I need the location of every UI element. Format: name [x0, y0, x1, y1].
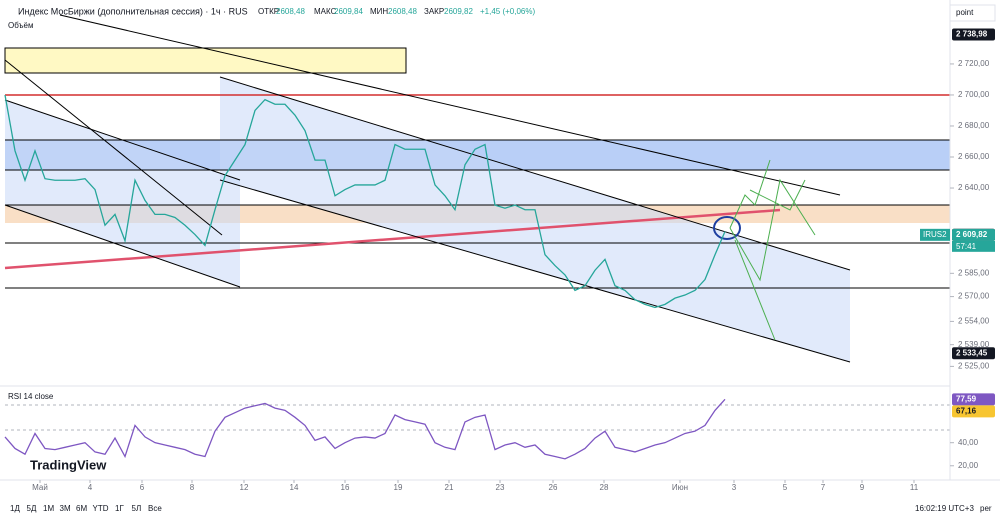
price-tag-label: 2 738,98: [956, 30, 988, 39]
unit-button[interactable]: [949, 4, 996, 22]
range-button[interactable]: 3М: [60, 504, 71, 513]
x-tick-label: 8: [190, 483, 195, 492]
unit[interactable]: point: [956, 8, 974, 17]
y-tick-label: 2 640,00: [958, 183, 990, 192]
clock: 16:02:19 UTC+3: [915, 504, 974, 513]
x-tick-label: 4: [88, 483, 93, 492]
range-button[interactable]: 1Г: [115, 504, 124, 513]
price-tag: [952, 405, 995, 418]
close: 2609,82: [444, 7, 473, 16]
y-tick-label: 2 660,00: [958, 152, 990, 161]
y-tick-label: 2 554,00: [958, 317, 990, 326]
x-tick-label: 9: [860, 483, 865, 492]
open: 2608,48: [276, 7, 305, 16]
x-tick-label: 19: [394, 483, 403, 492]
y-tick-label: 2 539,00: [958, 340, 990, 349]
x-tick-label: 23: [496, 483, 505, 492]
range-button[interactable]: Все: [148, 504, 162, 513]
low: 2608,48: [388, 7, 417, 16]
x-tick-label: Май: [32, 483, 48, 492]
y-tick-label: 2 680,00: [958, 121, 990, 130]
ticker-tag: [920, 228, 950, 241]
x-tick-label: 7: [821, 483, 826, 492]
y-tick-label: 40,00: [958, 438, 979, 447]
x-tick-label: 26: [549, 483, 558, 492]
y-tick-label: 20,00: [958, 461, 979, 470]
brand: TradingView: [30, 457, 107, 472]
high: 2609,84: [334, 7, 363, 16]
price-tag: [952, 347, 995, 360]
x-tick-label: 3: [732, 483, 737, 492]
x-tick-label: 11: [910, 483, 919, 492]
x-tick-label: 21: [445, 483, 454, 492]
scale-mode[interactable]: per: [980, 504, 992, 513]
y-tick-label: 2 720,00: [958, 59, 990, 68]
range-button[interactable]: YTD: [93, 504, 109, 513]
y-tick-label: 2 700,00: [958, 90, 990, 99]
y-tick-label: 2 525,00: [958, 361, 990, 370]
symbol[interactable]: Индекс МосБиржи (дополнительная сессия) …: [18, 6, 248, 16]
x-tick-label: 6: [140, 483, 145, 492]
countdown: 57:41: [956, 242, 977, 251]
range-button[interactable]: 5Д: [27, 504, 37, 513]
ticker: IRUS2: [923, 230, 947, 239]
countdown-bg: [952, 240, 995, 252]
price-line: [4, 398, 726, 460]
y-tick-label: 2 585,00: [958, 268, 990, 277]
range-button[interactable]: 1Д: [10, 504, 20, 513]
y-tick-label: 2 570,00: [958, 292, 990, 301]
range-button[interactable]: 6М: [76, 504, 87, 513]
rsi-title: RSI 14 close: [8, 392, 54, 401]
x-tick-label: Июн: [672, 483, 688, 492]
price-tag-label: 77,59: [956, 394, 977, 403]
close-label: ЗАКР: [424, 7, 444, 16]
price-tag: [952, 393, 995, 406]
range-button[interactable]: 5Л: [132, 504, 142, 513]
volume-label[interactable]: Объём: [8, 21, 34, 30]
price-line: [4, 94, 726, 309]
x-tick-label: 28: [600, 483, 609, 492]
price-tag-label: 2 609,82: [956, 230, 988, 239]
open-label: ОТКР: [258, 7, 279, 16]
x-tick-label: 16: [341, 483, 350, 492]
range-button[interactable]: 1М: [43, 504, 54, 513]
price-tag-label: 67,16: [956, 406, 977, 415]
price-tag: [952, 228, 995, 241]
x-tick-label: 14: [290, 483, 299, 492]
price-tag-label: 2 533,45: [956, 348, 988, 357]
low-label: МИН: [370, 7, 388, 16]
change: +1,45 (+0,06%): [480, 7, 535, 16]
x-tick-label: 12: [240, 483, 249, 492]
high-label: МАКС: [314, 7, 337, 16]
drawings: [0, 0, 1000, 481]
price-tag: [952, 28, 995, 41]
x-tick-label: 5: [783, 483, 788, 492]
